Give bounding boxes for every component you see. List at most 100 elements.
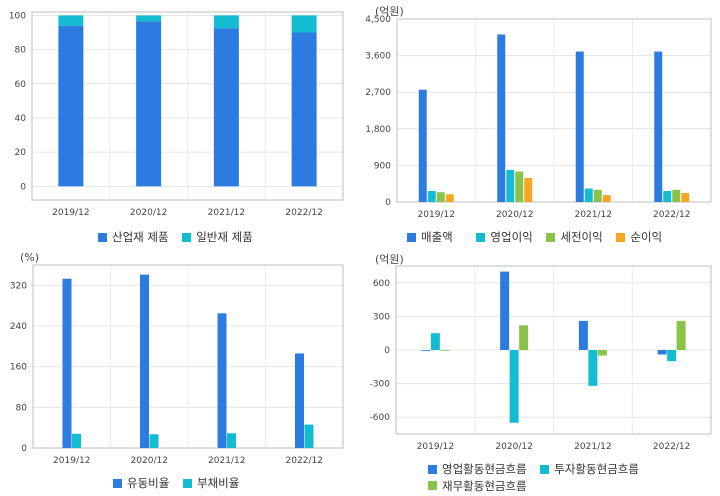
- bar: [418, 89, 427, 202]
- bar: [519, 325, 529, 350]
- y-tick-label: 3,600: [365, 52, 391, 62]
- bar: [654, 51, 663, 203]
- x-tick-label: 2022/12: [653, 210, 690, 220]
- bar: [667, 350, 677, 362]
- legend-label: 영업이익: [490, 230, 533, 244]
- x-tick-label: 2019/12: [53, 456, 90, 466]
- bar: [136, 15, 162, 22]
- legend-swatch: [407, 232, 416, 242]
- legend-ratios: 유동비율 부채비율: [113, 475, 249, 491]
- y-tick-label: 320: [10, 281, 27, 291]
- bar: [597, 350, 607, 356]
- legend-item: 산업재 제품: [98, 229, 169, 245]
- bar: [58, 25, 84, 187]
- bar: [291, 32, 317, 187]
- chart-income: (억원) 0 900 1,800 2,700 3,600 4,500 2019/12 2020…: [360, 0, 720, 250]
- bar: [578, 320, 588, 350]
- bar: [445, 194, 454, 202]
- legend-swatch: [428, 481, 437, 490]
- x-tick-label: 2019/12: [417, 442, 454, 452]
- legend-item: 투자활동현금흐름: [540, 461, 639, 477]
- y-tick-label: 80: [15, 46, 27, 56]
- bar: [588, 350, 598, 386]
- chart-cashflow: (억원) -600 -300 0 300 600 2019/12 2020/12 2021/1…: [360, 250, 720, 496]
- legend-swatch: [476, 232, 486, 242]
- x-tick-label: 2019/12: [52, 208, 89, 218]
- legend-product-mix: 산업재 제품 일반재 제품: [98, 229, 263, 245]
- y-tick-label: 0: [21, 444, 27, 454]
- x-tick-label: 2021/12: [574, 442, 611, 452]
- bar: [213, 28, 239, 187]
- bar: [681, 193, 690, 202]
- y-tick-label: 60: [15, 80, 27, 90]
- legend-item: 영업이익: [476, 229, 533, 245]
- chart-ratios-plot: 0 80 160 240 320 2019/12 2020/12 2021/12 2022/12: [10, 264, 344, 466]
- bar: [421, 350, 431, 351]
- x-tick-label: 2022/12: [286, 456, 323, 466]
- legend-label: 부채비율: [196, 476, 240, 490]
- legend-swatch: [428, 464, 437, 474]
- bar: [304, 424, 314, 448]
- legend-swatch: [616, 232, 626, 242]
- x-tick-label: 2020/12: [131, 456, 168, 466]
- bar: [62, 278, 72, 448]
- bar: [515, 171, 524, 202]
- legend-label: 영업활동현금흐름: [442, 462, 527, 476]
- legend-income: 매출액 영업이익 세전이익 순이익: [407, 229, 672, 245]
- x-tick-label: 2021/12: [208, 456, 245, 466]
- bar: [672, 189, 681, 202]
- bar: [227, 433, 236, 448]
- bar: [213, 15, 239, 29]
- legend-item: 유동비율: [113, 475, 169, 491]
- bar: [430, 333, 440, 350]
- legend-swatch: [98, 232, 107, 242]
- bar: [58, 15, 84, 26]
- x-tick-label: 2022/12: [653, 442, 690, 452]
- legend-item: 매출액: [407, 229, 453, 245]
- y-tick-label: 900: [374, 161, 391, 171]
- x-tick-label: 2022/12: [285, 208, 322, 218]
- legend-item: 재무활동현금흐름: [428, 478, 527, 494]
- x-tick-label: 2020/12: [495, 442, 532, 452]
- plot-frame: [32, 264, 344, 449]
- legend-item: 순이익: [616, 229, 662, 245]
- plot-frame: [31, 11, 344, 201]
- y-tick-label: 4,500: [365, 15, 391, 25]
- legend-label: 유동비율: [127, 476, 170, 490]
- bar: [440, 350, 450, 351]
- legend-swatch: [182, 232, 192, 242]
- bar: [663, 191, 672, 202]
- y-tick-label: -300: [370, 380, 391, 390]
- bar: [657, 350, 667, 355]
- unit-label: (%): [20, 251, 40, 264]
- chart-ratios: (%) 0 80 160 240 320 2019/12 2020/12 2021/12 202…: [0, 250, 360, 496]
- y-tick-label: -600: [370, 413, 391, 423]
- unit-label: (억원): [375, 5, 404, 18]
- bar: [584, 188, 593, 202]
- legend-swatch: [182, 478, 192, 488]
- chart-cashflow-plot: -600 -300 0 300 600 2019/12 2020/12 2021/12 2022…: [370, 265, 712, 452]
- x-tick-label: 2020/12: [496, 210, 533, 220]
- chart-product-mix-plot: 0 20 40 60 80 100 2019/12 2020/12 2021/12 2022/12: [9, 11, 344, 218]
- y-tick-label: 600: [373, 279, 390, 289]
- y-tick-label: 0: [385, 198, 391, 208]
- plot-frame: [396, 18, 712, 203]
- legend-label: 세전이익: [560, 230, 603, 244]
- x-tick-label: 2021/12: [575, 210, 612, 220]
- legend-label: 산업재 제품: [112, 230, 169, 244]
- bar: [524, 178, 533, 202]
- bar: [575, 51, 584, 203]
- y-tick-label: 160: [10, 363, 27, 373]
- unit-label: (억원): [375, 253, 404, 266]
- bar: [217, 313, 227, 448]
- bar: [497, 34, 506, 202]
- bar: [72, 433, 81, 448]
- chart-product-mix: 0 20 40 60 80 100 2019/12 2020/12 2021/12 2022/12…: [0, 0, 360, 250]
- bar: [593, 189, 602, 202]
- legend-label: 재무활동현금흐름: [442, 478, 527, 493]
- legend-label: 매출액: [421, 230, 453, 244]
- y-tick-label: 80: [16, 403, 28, 413]
- legend-label: 일반재 제품: [196, 230, 253, 244]
- legend-swatch: [540, 464, 550, 474]
- legend-swatch: [113, 478, 122, 488]
